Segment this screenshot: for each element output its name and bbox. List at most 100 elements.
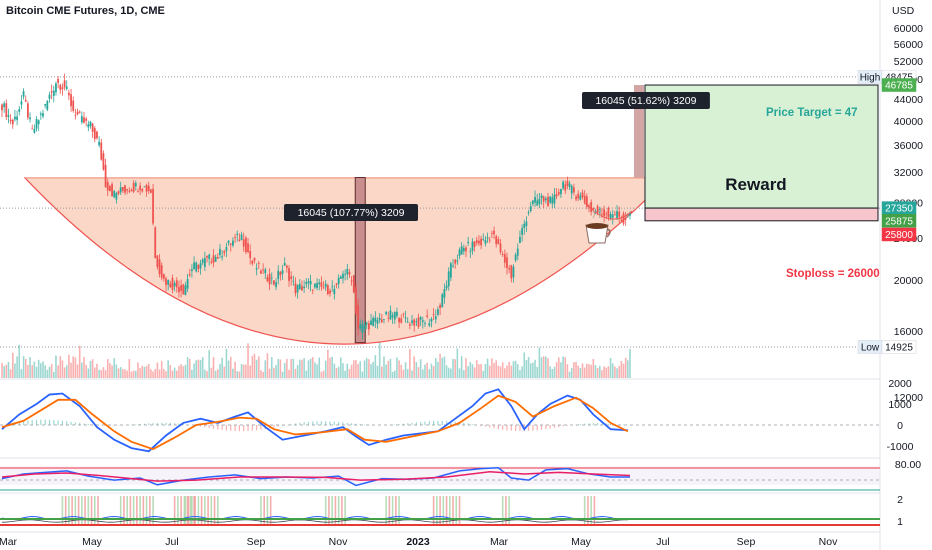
volume-bar	[486, 358, 489, 378]
volume-bar	[44, 365, 46, 378]
oscillator-spike	[398, 496, 400, 524]
candle-body	[16, 116, 19, 120]
x-axis-tick: May	[82, 536, 103, 548]
volume-bar	[454, 359, 456, 378]
volume-bar	[270, 357, 273, 378]
risk-zone	[644, 207, 879, 222]
macd-histogram-bar	[588, 423, 590, 425]
candle-body	[616, 211, 618, 218]
volume-bar	[214, 370, 217, 378]
oscillator-spike	[190, 496, 192, 524]
candle-body	[50, 91, 53, 93]
oscillator-spike	[207, 496, 209, 524]
candle-body	[143, 186, 146, 188]
volume-bar	[188, 358, 191, 378]
volume-bar	[238, 371, 241, 378]
volume-bar	[389, 358, 392, 378]
oscillator-spike	[324, 496, 327, 524]
cup-handle-curve	[584, 202, 633, 220]
candle-body	[527, 212, 530, 214]
volume-bar	[307, 360, 310, 378]
candle-body	[255, 268, 258, 270]
candle-body	[629, 213, 631, 216]
candle-body	[339, 276, 342, 279]
candle-body	[322, 287, 325, 289]
oscillator-spike	[149, 496, 151, 524]
candle-body	[59, 84, 62, 90]
oscillator-spike	[126, 496, 128, 524]
volume-bar	[344, 370, 346, 378]
x-axis-tick: Sep	[737, 536, 756, 548]
macd-line	[1, 388, 628, 453]
volume-bar	[199, 359, 202, 378]
volume-bar	[529, 363, 532, 378]
volume-bar	[236, 371, 239, 378]
candle-body	[387, 317, 390, 319]
volume-bar	[396, 357, 398, 378]
candle-body	[566, 181, 569, 186]
volume-bar	[422, 369, 424, 378]
volume-bar	[568, 371, 571, 378]
candle-body	[169, 283, 172, 287]
macd-histogram-bar	[225, 425, 228, 431]
candle-body	[564, 184, 567, 191]
candle-body	[253, 257, 256, 261]
candle-body	[523, 223, 526, 229]
macd-histogram-bar	[424, 421, 426, 425]
candle-body	[432, 314, 435, 315]
candle-body	[361, 323, 364, 333]
volume-bar	[242, 364, 245, 378]
volume-bar	[210, 367, 213, 378]
candle-body	[376, 320, 379, 324]
macd-histogram-bar	[143, 423, 146, 425]
volume-bar	[545, 356, 547, 378]
macd-histogram-bar	[148, 423, 150, 425]
coffee-surface	[586, 223, 608, 229]
candle-body	[111, 184, 113, 197]
candle-body	[247, 243, 249, 253]
candle-body	[229, 243, 232, 245]
candle-body	[467, 241, 470, 244]
volume-bar	[573, 362, 575, 378]
volume-bar	[208, 350, 210, 378]
candle-body	[579, 195, 582, 200]
candle-body	[76, 111, 79, 115]
candle-body	[260, 270, 262, 274]
candle-body	[335, 283, 338, 285]
volume-bar	[40, 363, 42, 378]
candle-body	[294, 283, 297, 294]
volume-bar	[426, 362, 428, 378]
candle-body	[78, 111, 81, 113]
macd-histogram-bar	[394, 424, 396, 425]
volume-bar	[434, 358, 437, 378]
volume-bar	[126, 370, 128, 378]
volume-bar	[415, 361, 418, 378]
volume-bar	[152, 371, 154, 378]
macd-histogram-bar	[532, 425, 534, 431]
oscillator-spike	[505, 496, 507, 524]
candle-body	[601, 213, 603, 215]
macd-histogram-bar	[53, 420, 55, 425]
x-axis-tick: May	[571, 536, 592, 548]
candle-body	[346, 268, 349, 275]
oscillator-axis-tick: 1	[897, 516, 903, 528]
volume-bar	[128, 359, 131, 378]
candle-body	[402, 313, 405, 315]
candle-body	[93, 128, 96, 140]
candle-body	[214, 256, 217, 262]
candle-body	[439, 305, 441, 309]
candle-body	[115, 193, 118, 200]
volume-bar	[178, 365, 180, 378]
volume-bar	[296, 364, 299, 378]
oscillator-spike	[432, 496, 435, 524]
volume-bar	[406, 369, 409, 378]
breakout-tooltip: 16045 (51.62%) 3209	[595, 95, 696, 107]
candle-body	[154, 227, 157, 258]
oscillator-spike	[260, 496, 262, 524]
macd-histogram-bar	[169, 422, 171, 425]
candle-body	[57, 78, 60, 83]
price-tag-value: 25800	[885, 230, 913, 241]
candle-body	[134, 182, 137, 187]
volume-bar	[37, 359, 40, 378]
